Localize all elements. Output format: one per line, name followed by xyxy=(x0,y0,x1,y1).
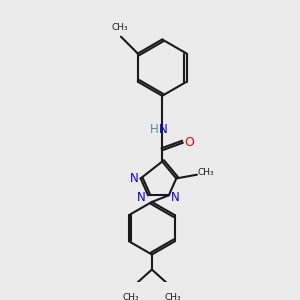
Text: O: O xyxy=(184,136,194,149)
Text: CH₃: CH₃ xyxy=(164,293,181,300)
Text: CH₃: CH₃ xyxy=(123,293,140,300)
Text: N: N xyxy=(137,191,146,204)
Text: N: N xyxy=(171,191,180,204)
Text: N: N xyxy=(159,123,167,136)
Text: N: N xyxy=(130,172,138,185)
Text: CH₃: CH₃ xyxy=(112,23,128,32)
Text: CH₃: CH₃ xyxy=(197,168,214,177)
Text: H: H xyxy=(149,123,158,136)
